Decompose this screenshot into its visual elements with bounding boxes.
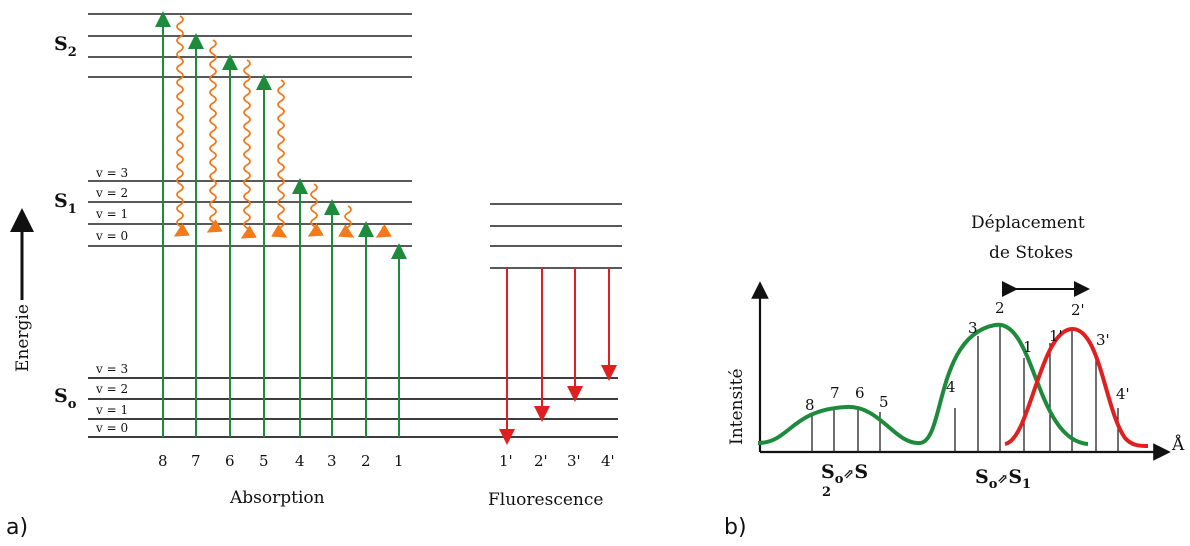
absorption-num-5: 5 (259, 452, 269, 470)
relaxation-arrows (173, 15, 392, 239)
absorption-arrows (155, 11, 407, 437)
s0-v1-label: v = 1 (95, 403, 128, 417)
peak-label-6: 6 (855, 384, 865, 402)
absorption-num-6: 6 (225, 452, 235, 470)
peak-label-3p: 3' (1096, 331, 1110, 349)
absorption-caption: Absorption (229, 488, 325, 508)
absorption-num-2: 2 (361, 452, 371, 470)
s2-label: S2 (54, 33, 77, 60)
relaxation-wavy-arrow-1 (173, 15, 190, 237)
absorption-num-3: 3 (327, 452, 337, 470)
fluorescence-caption: Fluorescence (488, 490, 603, 510)
panel-a-label: a) (6, 515, 28, 540)
fluorescence-num-2: 2' (534, 452, 548, 470)
relaxation-wavy-arrow-4 (271, 79, 288, 238)
transition-label-s0-s2: So⇗S (821, 461, 868, 487)
relaxation-wavy-arrow-6 (338, 205, 355, 238)
relaxation-wavy-arrow-7 (375, 224, 392, 238)
s1-label: S1 (54, 190, 77, 217)
peak-label-5: 5 (879, 393, 889, 411)
s0-v3-label: v = 3 (95, 362, 128, 376)
peak-label-3: 3 (968, 319, 978, 337)
panel-a: S2 S1 So v = 3 v = 2 v = 1 v = 0 v = 3 v… (6, 11, 622, 540)
wavelength-axis-label: Å (1171, 434, 1185, 455)
peak-label-1p: 1' (1049, 327, 1063, 345)
intensity-axis-label: Intensité (727, 368, 747, 445)
s0-v0-label: v = 0 (95, 421, 128, 435)
fluorescence-levels (490, 203, 622, 269)
peak-label-4: 4 (946, 378, 956, 396)
s2-levels (88, 13, 412, 78)
peak-label-7: 7 (830, 384, 840, 402)
transition-s2-subscript: 2 (822, 485, 831, 500)
stokes-label-line2: de Stokes (989, 243, 1073, 263)
relaxation-wavy-arrow-3 (240, 59, 257, 239)
energy-axis-label: Energie (13, 304, 33, 372)
absorption-spectrum-curve (757, 322, 1089, 446)
s0-v2-label: v = 2 (95, 382, 128, 396)
absorption-num-1: 1 (394, 452, 404, 470)
absorption-num-8: 8 (158, 452, 168, 470)
panel-b: Intensité Å Déplacement de Stokes 2 3 (724, 213, 1185, 540)
peak-label-8: 8 (805, 396, 815, 414)
fluorescence-arrows (499, 268, 617, 445)
peak-label-2p: 2' (1071, 301, 1085, 319)
s1-v2-label: v = 2 (95, 186, 128, 200)
relaxation-wavy-arrow-5 (307, 183, 324, 237)
panel-b-label: b) (724, 515, 747, 540)
fluorescence-num-3: 3' (567, 452, 581, 470)
s1-v3-label: v = 3 (95, 166, 128, 180)
s0-levels (88, 377, 618, 438)
transition-label-s0-s1: So⇗S1 (975, 466, 1031, 492)
s1-v1-label: v = 1 (95, 207, 128, 221)
s1-v0-label: v = 0 (95, 229, 128, 243)
relaxation-wavy-arrow-2 (206, 39, 223, 233)
absorption-num-7: 7 (191, 452, 201, 470)
stokes-label-line1: Déplacement (971, 213, 1085, 233)
s0-label: So (54, 385, 77, 412)
fluorescence-num-4: 4' (601, 452, 615, 470)
spectral-lines (811, 326, 1119, 452)
peak-label-2: 2 (995, 299, 1005, 317)
absorption-num-4: 4 (295, 452, 305, 470)
fluorescence-num-1: 1' (499, 452, 513, 470)
peak-label-4p: 4' (1116, 385, 1130, 403)
emission-spectrum-curve (1004, 326, 1149, 448)
peak-label-1: 1 (1023, 338, 1033, 356)
